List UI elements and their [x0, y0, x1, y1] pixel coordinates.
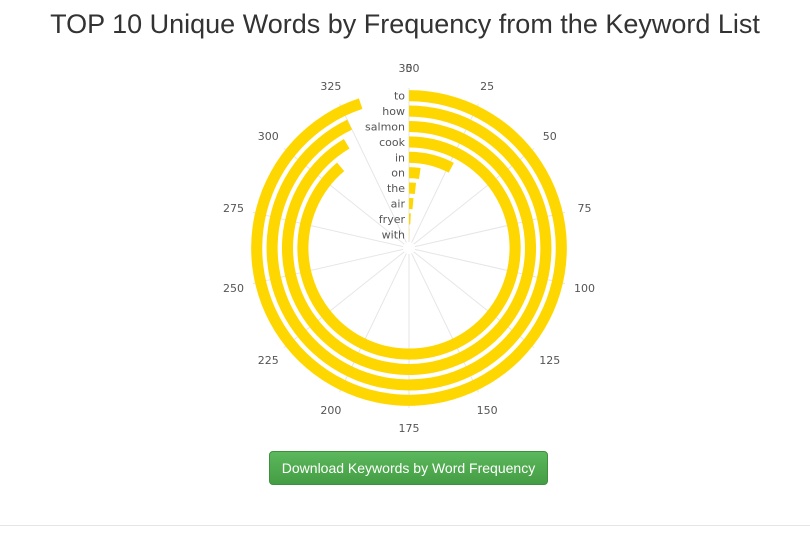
tick-label: 275: [223, 202, 244, 215]
tick-label: 175: [399, 422, 420, 435]
category-label-salmon: salmon: [365, 121, 405, 134]
tick-label: 350: [399, 62, 420, 75]
category-label-with: with: [382, 228, 405, 241]
tick-label: 225: [258, 354, 279, 367]
tick-label: 125: [539, 354, 560, 367]
tick-label: 150: [477, 404, 498, 417]
category-label-how: how: [382, 105, 405, 118]
bar-air: [409, 197, 414, 210]
tick-label: 200: [320, 404, 341, 417]
bar-the: [409, 182, 417, 194]
bar-in: [409, 151, 454, 173]
bar-fryer: [409, 213, 411, 225]
chart-tick-labels: 0 25 50 75 100 125 150 175 200 225 250 275 300 325 350: [223, 62, 595, 435]
grid-spoke: [339, 103, 407, 243]
category-label-fryer: fryer: [379, 213, 406, 226]
category-label-on: on: [391, 167, 405, 180]
category-label-cook: cook: [379, 136, 406, 149]
download-keywords-button[interactable]: Download Keywords by Word Frequency: [269, 451, 548, 485]
category-label-the: the: [387, 182, 405, 195]
tick-label: 0: [406, 62, 413, 75]
tick-label: 50: [543, 130, 557, 143]
category-label-in: in: [395, 151, 405, 164]
category-label-air: air: [391, 198, 406, 211]
divider: [0, 525, 810, 526]
tick-label: 25: [480, 80, 494, 93]
chart-bars: [251, 90, 567, 406]
chart-category-labels: to how salmon cook in on the air fryer with: [365, 90, 406, 242]
tick-label: 100: [574, 282, 595, 295]
tick-label: 250: [223, 282, 244, 295]
radial-bar-chart: 0 25 50 75 100 125 150 175 200 225 250 275 300 325 350…: [223, 62, 595, 435]
tick-label: 325: [320, 80, 341, 93]
tick-label: 75: [577, 202, 591, 215]
category-label-to: to: [394, 90, 405, 103]
bar-on: [409, 167, 421, 179]
page-title: TOP 10 Unique Words by Frequency from th…: [50, 9, 760, 39]
tick-label: 300: [258, 130, 279, 143]
